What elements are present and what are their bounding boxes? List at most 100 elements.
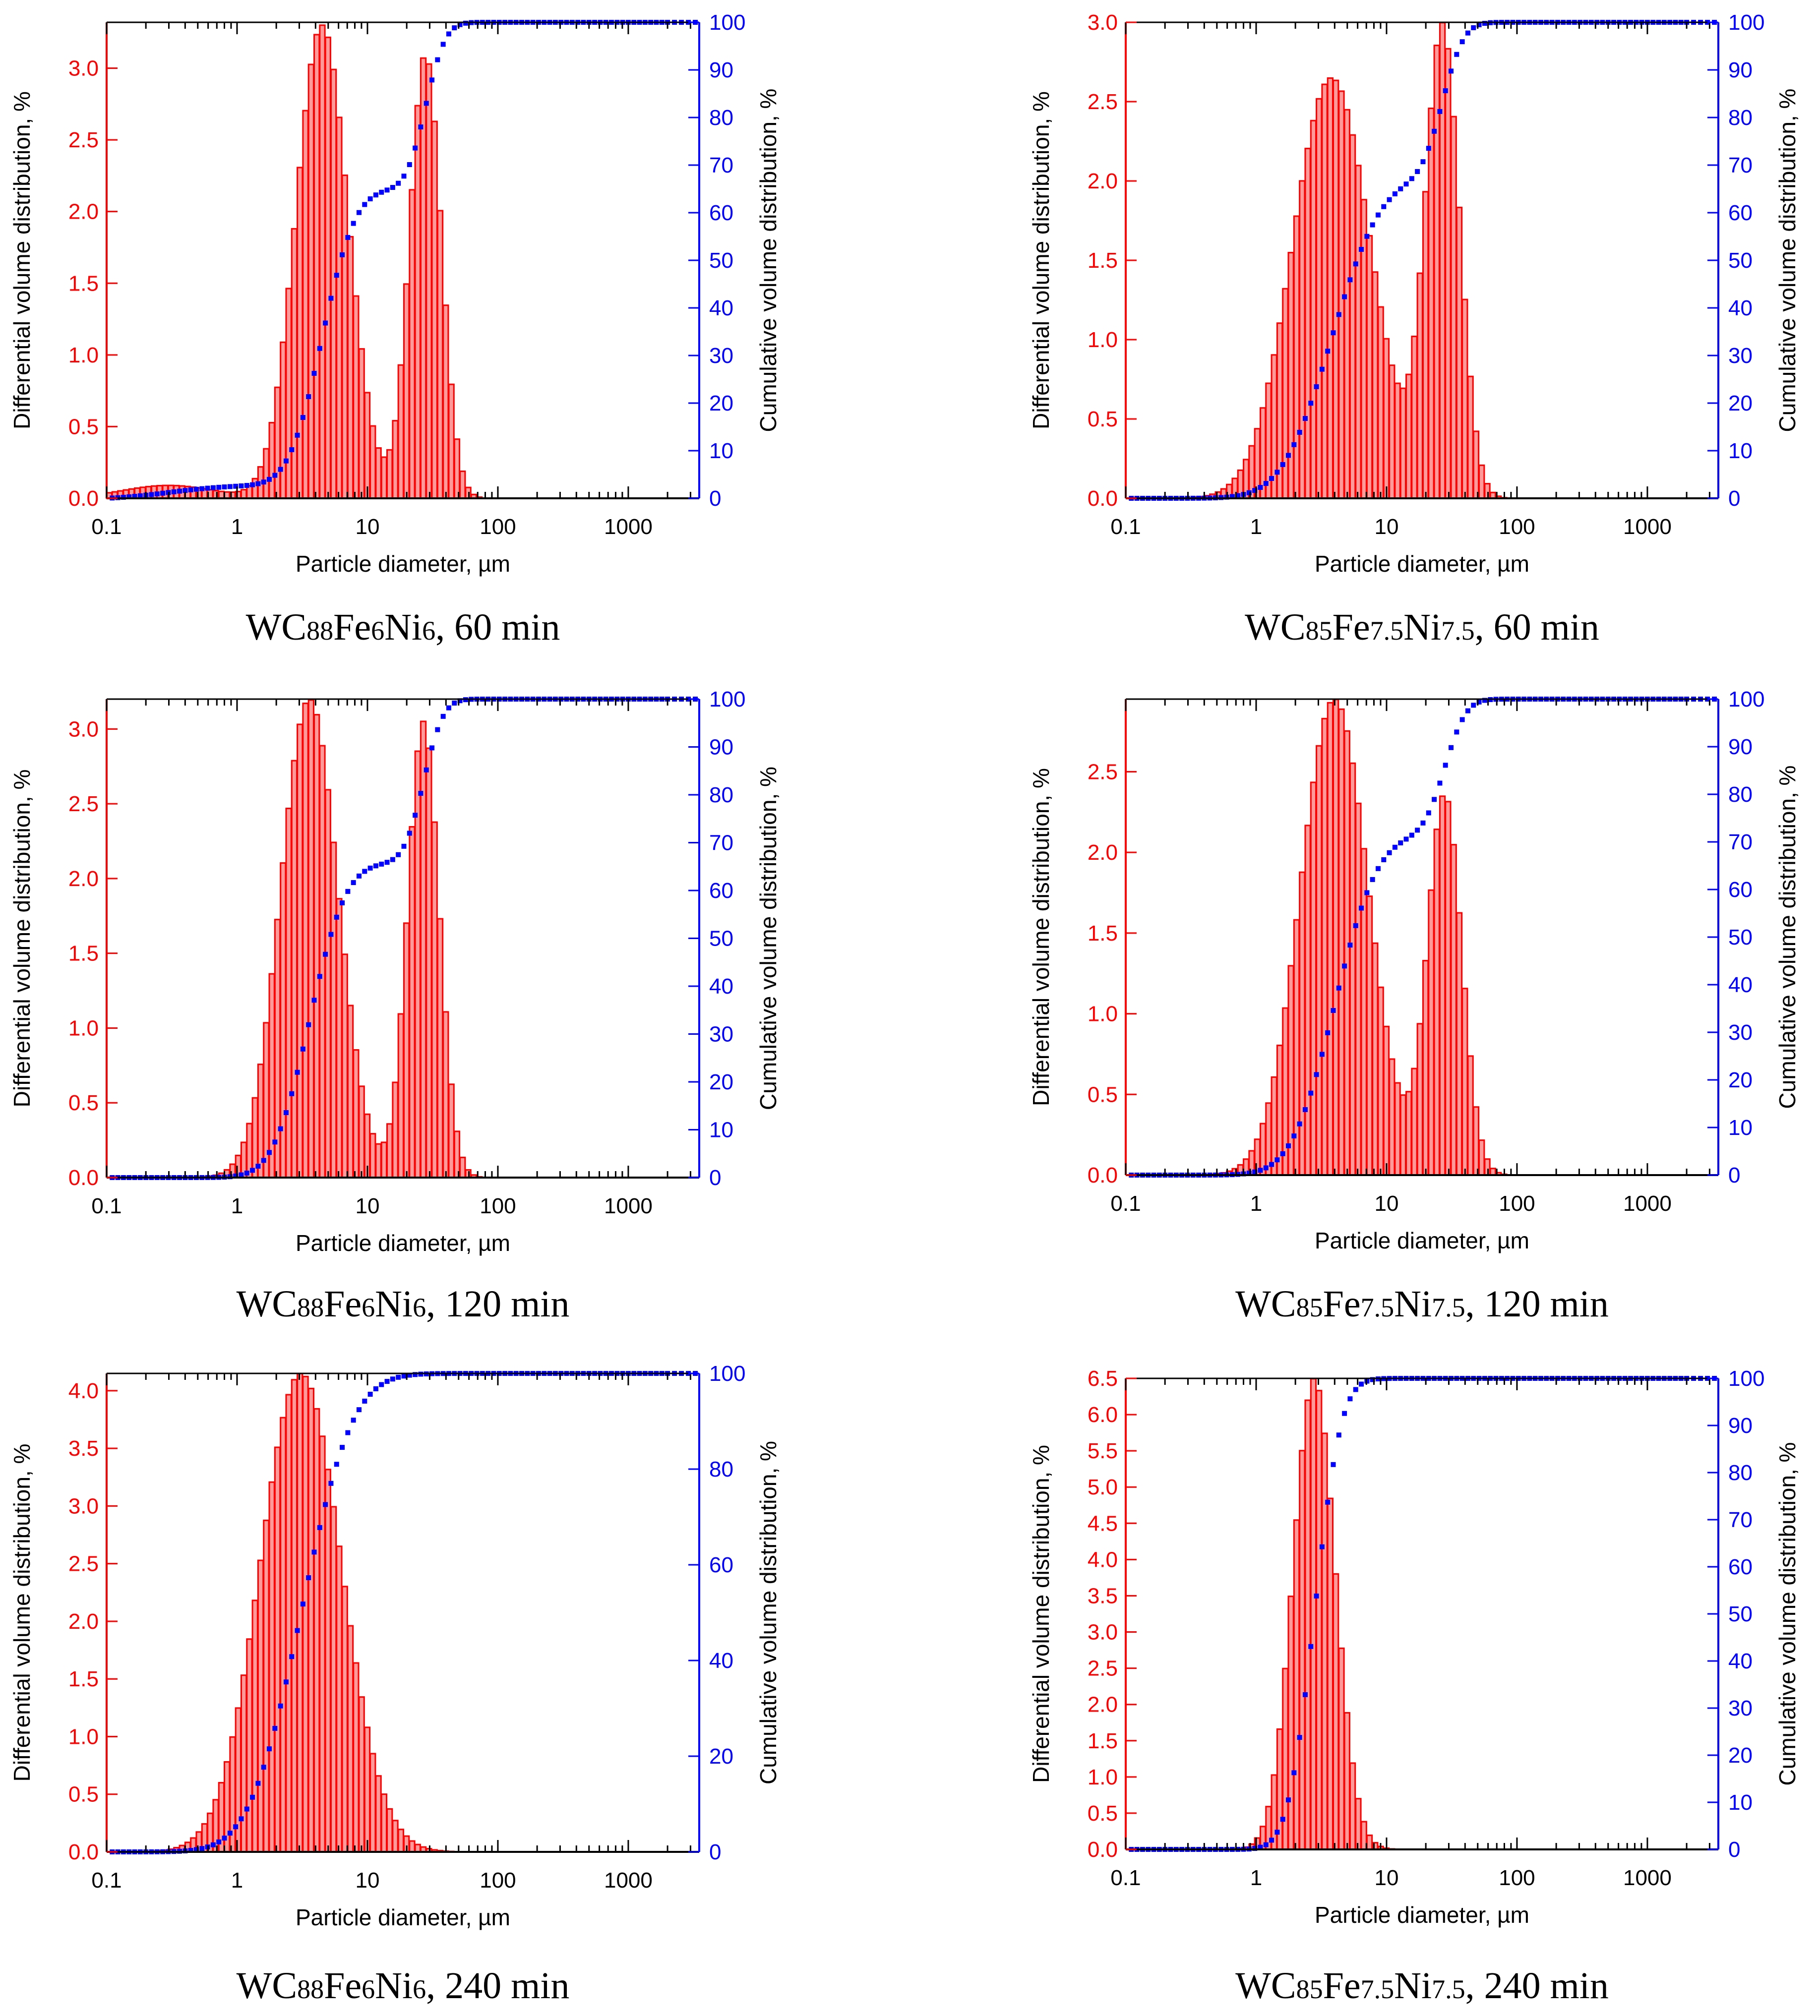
caption-s3: 6 — [422, 616, 435, 646]
differential-bar — [414, 105, 421, 499]
differential-bar — [1333, 1573, 1339, 1850]
differential-bar — [280, 1417, 287, 1853]
differential-bar — [1287, 251, 1294, 499]
x-tick-label: 0.1 — [1110, 515, 1141, 539]
differential-bar — [1467, 1055, 1474, 1176]
cumulative-point — [396, 852, 401, 857]
x-tick-label: 1 — [231, 1194, 243, 1218]
cumulative-point — [452, 701, 457, 706]
differential-bar — [392, 1820, 399, 1853]
differential-bar — [319, 1435, 326, 1853]
cumulative-point — [311, 370, 317, 376]
cumulative-point — [1274, 470, 1280, 475]
differential-bar — [1366, 235, 1373, 499]
differential-bar — [1299, 1450, 1306, 1850]
left-y-tick-label: 0.0 — [68, 1166, 99, 1190]
differential-bar — [1484, 1158, 1491, 1176]
chart-panel-2: 0.1 1 10 100 1000 0.0 0.5 1.0 1.5 2.0 2.5 3.0 0 10 20 3… — [1028, 10, 1800, 648]
cumulative-point — [300, 1601, 305, 1607]
cumulative-point — [1297, 1121, 1302, 1127]
x-tick-label: 1 — [231, 515, 243, 539]
cumulative-point — [379, 189, 384, 195]
right-y-tick-label: 0 — [1728, 1163, 1740, 1187]
caption-fe: Fe — [1323, 1283, 1361, 1325]
differential-bar — [1439, 22, 1446, 499]
caption-fe: Fe — [333, 606, 371, 648]
cumulative-point — [323, 951, 328, 957]
cumulative-point — [457, 22, 463, 27]
caption-suffix: , 240 min — [1465, 1965, 1609, 2007]
cumulative-point — [149, 492, 154, 497]
cumulative-point — [289, 1654, 295, 1660]
x-axis-title: Particle diameter, µm — [296, 1230, 510, 1256]
cumulative-point — [1370, 222, 1375, 228]
right-y-tick-label: 20 — [1728, 1743, 1753, 1768]
left-y-tick-label: 1.5 — [68, 271, 99, 296]
differential-bar — [336, 898, 343, 1179]
caption-s1: 85 — [1296, 1974, 1323, 2004]
caption-s2: 7.5 — [1361, 1293, 1395, 1322]
right-y-tick-label: 40 — [709, 974, 733, 999]
x-tick-label: 100 — [480, 515, 516, 539]
x-tick-label: 0.1 — [91, 1194, 121, 1218]
cumulative-point — [137, 493, 143, 498]
differential-bar — [1360, 848, 1367, 1176]
right-y-tick-label: 40 — [1728, 296, 1753, 320]
cumulative-point — [424, 767, 429, 772]
right-y-tick-label: 10 — [1728, 1116, 1753, 1140]
cumulative-point — [1353, 1387, 1358, 1392]
cumulative-point — [1398, 840, 1403, 845]
cumulative-point — [182, 488, 188, 493]
differential-bar — [459, 1156, 466, 1179]
cumulative-point — [1454, 52, 1459, 57]
differential-bar — [369, 1133, 376, 1179]
differential-bar — [307, 699, 315, 1179]
right-y-tick-label: 100 — [709, 687, 745, 712]
differential-bar — [1321, 717, 1328, 1176]
cumulative-point — [1465, 708, 1470, 713]
cumulative-point — [1291, 1770, 1297, 1776]
differential-bar — [347, 1005, 354, 1179]
cumulative-point — [1302, 1107, 1308, 1112]
differential-bars — [201, 699, 483, 1179]
cumulative-point — [1381, 204, 1387, 209]
differential-bar — [324, 36, 331, 499]
cumulative-point — [1392, 844, 1397, 850]
differential-bar — [246, 1638, 253, 1853]
differential-bar — [1405, 373, 1412, 499]
left-y-axis-title: Differential volume distribution, % — [1028, 768, 1054, 1106]
cumulative-point — [188, 1847, 193, 1853]
differential-bar — [380, 456, 388, 499]
right-y-tick-label: 20 — [709, 391, 733, 415]
x-tick-label: 0.1 — [91, 1868, 121, 1893]
differential-bar — [1399, 387, 1407, 499]
cumulative-point — [328, 1481, 334, 1486]
differential-bar — [375, 1775, 382, 1853]
differential-bar — [1343, 109, 1350, 499]
caption-s3: 7.5 — [1432, 1974, 1465, 2004]
differential-bar — [1428, 108, 1435, 499]
differential-bar — [1399, 1094, 1407, 1176]
cumulative-point — [1437, 109, 1443, 114]
differential-bar — [1472, 430, 1480, 499]
differential-bar — [285, 808, 292, 1179]
differential-bar — [347, 236, 354, 499]
right-y-tick-label: 50 — [1728, 925, 1753, 949]
x-tick-label: 100 — [1499, 1866, 1535, 1890]
chart-panel-6: 0.1 1 10 100 10000.00.51.01.52.02.53.03.54.0… — [1028, 1366, 1800, 2007]
cumulative-point — [216, 484, 222, 490]
differential-bar — [285, 288, 292, 499]
cumulative-point — [407, 1372, 412, 1378]
differential-bar — [291, 760, 298, 1179]
cumulative-point — [435, 727, 440, 732]
differential-bar — [369, 425, 376, 499]
cumulative-markers — [1129, 1376, 1717, 1852]
caption-prefix: WC — [1245, 606, 1305, 648]
x-tick-label: 0.1 — [1110, 1866, 1141, 1890]
caption-prefix: WC — [237, 1965, 297, 2007]
cumulative-point — [323, 1502, 328, 1507]
cumulative-point — [1319, 366, 1325, 372]
differential-bar — [1422, 959, 1429, 1176]
cumulative-point — [250, 1168, 255, 1173]
left-y-tick-label: 2.0 — [68, 200, 99, 224]
